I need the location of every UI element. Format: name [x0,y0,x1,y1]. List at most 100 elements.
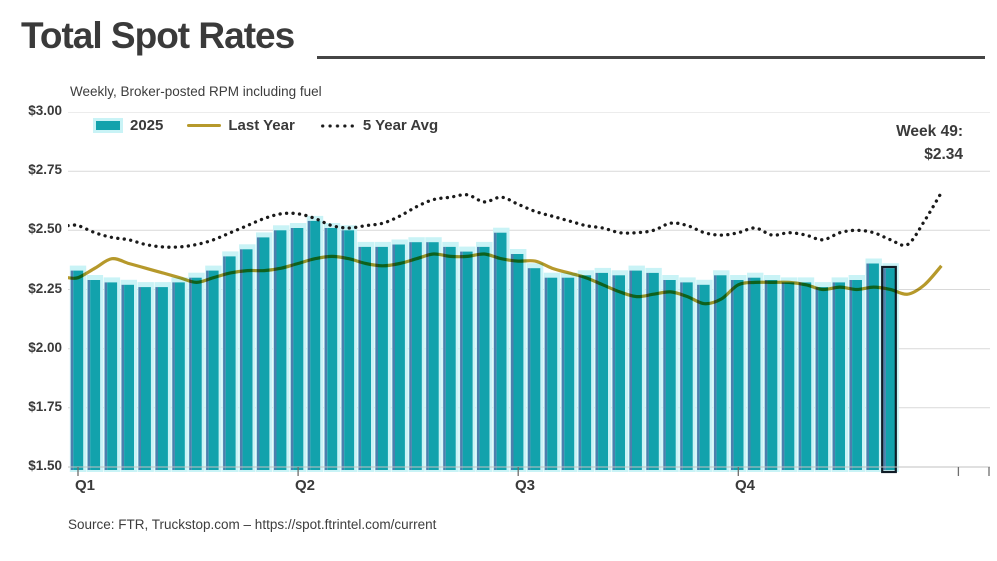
bar [648,272,659,470]
bar-shadow-stripe [663,280,666,470]
week-callout-line1: Week 49: [896,123,963,140]
bar [378,246,388,470]
bar-shadow-stripe [544,277,548,470]
bar [242,249,253,470]
bar [615,275,625,470]
bar [259,237,270,470]
plot-svg [68,112,990,476]
bar [632,270,642,470]
bar [73,270,84,470]
bar-shadow-stripe [697,284,700,470]
bar [784,282,795,470]
bar-shadow-stripe [341,230,345,470]
legend-label-5-year-avg: 5 Year Avg [362,117,439,134]
bar-shadow-stripe [443,246,446,470]
bar [124,284,134,470]
bar-shadow-stripe [104,282,108,470]
bar-shadow-stripe [595,272,599,470]
bar-shadow-stripe [764,280,768,470]
y-axis-label: $1.50 [28,458,62,473]
bar [801,282,812,470]
bar [733,280,744,470]
bar-shadow-stripe [358,246,362,470]
y-axis-label: $2.00 [28,340,62,355]
bar-shadow-stripe [460,251,463,470]
bar [598,272,608,470]
bar-shadow-stripe [223,256,226,470]
bar [750,277,761,470]
bar [479,246,490,470]
bar [327,228,338,470]
y-axis-label: $3.00 [28,103,62,118]
bar-shadow-stripe [409,242,412,470]
bar-shadow-stripe [307,220,311,470]
bar [699,284,710,470]
bar-shadow-stripe [798,282,802,470]
bar [869,263,879,470]
page-title: Total Spot Rates [21,15,295,56]
bar [428,242,439,470]
chart-subtitle: Weekly, Broker-posted RPM including fuel [70,84,322,99]
bar [191,277,202,470]
bar [361,246,371,470]
x-axis-label-q1: Q1 [75,477,96,494]
x-axis-label-q3: Q3 [515,477,536,494]
dotted-swatch-icon [318,123,356,128]
bar [835,282,845,470]
legend-label-last-year: Last Year [228,117,295,134]
source-note: Source: FTR, Truckstop.com – https://spo… [68,517,437,532]
bar [885,268,896,470]
bar-shadow-stripe [290,228,294,470]
bar [174,282,185,470]
bar-shadow-stripe [70,270,74,470]
bar-shadow-stripe [493,232,497,470]
bar-shadow-stripe [189,277,192,470]
bar-shadow-stripe [138,287,141,470]
legend: 2025 Last Year 5 Year Avg [93,117,438,134]
bar-shadow-stripe [256,237,260,470]
bar-shadow-stripe [273,230,277,470]
y-axis-label: $2.75 [28,162,62,177]
bar [158,287,168,470]
bar-shadow-stripe [714,275,717,470]
bar-shadow-stripe [646,272,649,470]
bar-shadow-stripe [392,244,395,470]
bar-shadow-stripe [121,284,125,470]
bar [90,280,101,470]
bar [818,287,829,470]
last-year-line [68,252,943,306]
bar-shadow-stripe [240,249,243,470]
bar-shadow-stripe [172,282,175,470]
bar [208,270,219,470]
bar [225,256,236,470]
bar-shadow-stripe [426,242,429,470]
bar-shadow-stripe [155,287,158,470]
bar [496,232,507,470]
bar [462,251,473,470]
bar [547,277,558,470]
bar-shadow-stripe [324,228,328,470]
y-axis-label: $2.25 [28,281,62,296]
bar [852,280,862,470]
bar [411,242,422,470]
bar-shadow-stripe [883,268,886,470]
line-swatch-icon [187,123,222,128]
bar-shadow-stripe [781,282,785,470]
bar [395,244,405,470]
bar [293,228,304,470]
bar-shadow-stripe [510,254,514,470]
bar-swatch-icon [93,118,123,133]
bar-shadow-stripe [578,275,582,470]
bar-shadow-stripe [561,277,565,470]
bar-shadow-stripe [747,277,751,470]
bar [310,220,321,470]
x-axis-label-q4: Q4 [735,477,756,494]
bar-shadow-stripe [832,282,836,470]
bar-shadow-stripe [680,282,683,470]
bar-shadow-stripe [815,287,819,470]
bar-shadow-stripe [477,246,480,470]
bar-shadow-stripe [731,280,734,470]
x-axis-label-q2: Q2 [295,477,316,494]
legend-label-2025: 2025 [130,117,164,134]
